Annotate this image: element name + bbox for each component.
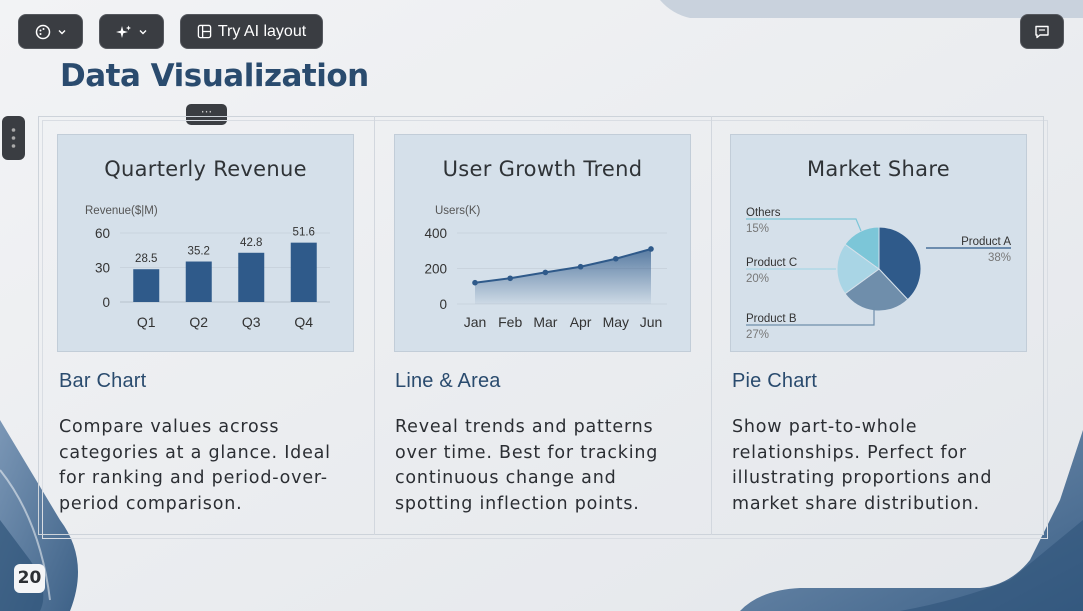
column-heading: Pie Chart (732, 370, 818, 392)
theme-button[interactable] (18, 14, 83, 49)
drag-handle[interactable] (2, 116, 25, 160)
pie-slice (836, 243, 880, 295)
palette-icon (35, 24, 51, 40)
comment-button[interactable] (1020, 14, 1064, 49)
ai-button[interactable] (99, 14, 164, 49)
x-tick-label: Q3 (242, 314, 261, 330)
column-divider (711, 116, 712, 535)
bar (238, 252, 265, 302)
chart-title: Market Share (806, 157, 951, 181)
chart-title: User Growth Trend (442, 157, 643, 181)
column-description: Show part-to-whole relationships. Perfec… (732, 417, 993, 514)
content-frame (38, 116, 1044, 535)
series-line (474, 248, 652, 284)
slice-name-label: Product B (746, 313, 797, 325)
column-heading: Bar Chart (59, 370, 147, 392)
slice-name-label: Product A (961, 236, 1011, 248)
layout-icon (197, 24, 212, 39)
y-axis-label: Revenue($|M) (85, 205, 158, 217)
leader-line (746, 307, 875, 326)
column-heading: Line & Area (395, 370, 501, 392)
block-menu-handle[interactable]: ··· (186, 104, 227, 125)
chevron-down-icon (57, 27, 67, 37)
pie-chart: Product A 38% Product B 27% Product C 20% Othe… (746, 207, 1011, 341)
slice-name-label: Others (746, 207, 781, 219)
pie-slice (844, 226, 880, 270)
try-ai-layout-label: Try AI layout (217, 22, 307, 40)
line-chart-card[interactable]: User Growth Trend Users(K) 0 200 400 Jan Feb M… (394, 134, 691, 352)
data-label: 51.6 (293, 227, 315, 239)
data-point (648, 246, 654, 252)
x-tick-label: Q4 (294, 314, 313, 330)
y-tick-label: 60 (95, 226, 110, 241)
data-point (507, 275, 513, 282)
pie-slice (844, 268, 909, 312)
chevron-down-icon (138, 27, 148, 37)
data-point (613, 255, 619, 262)
comment-icon (1034, 24, 1050, 40)
data-label: 35.2 (188, 246, 210, 258)
y-tick-label: 400 (424, 226, 447, 241)
slice-percent-label: 38% (988, 252, 1011, 264)
data-label: 42.8 (240, 237, 262, 249)
bar-chart-card[interactable]: Quarterly Revenue Revenue($|M) 0 30 60 28.5 Q… (57, 134, 354, 352)
data-point (542, 269, 549, 276)
slice-percent-label: 27% (746, 329, 769, 341)
x-tick-label: Feb (498, 314, 522, 330)
chart-title: Quarterly Revenue (104, 157, 307, 181)
y-tick-label: 0 (102, 295, 110, 310)
column-description: Reveal trends and patterns over time. Be… (395, 417, 659, 514)
try-ai-layout-button[interactable]: Try AI layout (180, 14, 323, 49)
data-point (472, 279, 478, 286)
content-frame-shadow (42, 120, 1048, 539)
page-number: 20 (14, 564, 45, 593)
pie-slice (878, 226, 922, 301)
area-chart: Users(K) 0 200 400 Jan Feb Mar Apr May Jun (424, 205, 667, 330)
column-description: Compare values across categories at a gl… (59, 417, 331, 514)
x-tick-label: Apr (570, 314, 592, 330)
x-tick-label: Jan (464, 314, 487, 330)
sparkle-icon (115, 24, 132, 40)
column-divider (374, 116, 375, 535)
data-point (577, 263, 584, 270)
slice-percent-label: 20% (746, 273, 769, 285)
bar (290, 242, 317, 302)
x-tick-label: Q1 (137, 314, 156, 330)
x-tick-label: Q2 (189, 314, 208, 330)
x-tick-label: Mar (533, 314, 557, 330)
x-tick-label: May (603, 314, 629, 330)
bar (185, 261, 212, 302)
page-title: Data Visualization (60, 58, 369, 94)
x-tick-label: Jun (640, 314, 663, 330)
slice-percent-label: 15% (746, 223, 769, 235)
y-tick-label: 30 (95, 261, 110, 276)
area-fill (475, 248, 651, 304)
y-tick-label: 0 (439, 297, 447, 312)
leader-line (746, 218, 862, 232)
y-axis-label: Users(K) (435, 205, 481, 217)
data-label: 28.5 (135, 253, 157, 265)
y-tick-label: 200 (424, 262, 447, 277)
slice-name-label: Product C (746, 257, 797, 269)
bar (133, 269, 160, 302)
bar-chart: Revenue($|M) 0 30 60 28.5 Q1 35.2 Q2 42.8 Q3 51.6 Q… (85, 205, 330, 330)
pie-chart-card[interactable]: Market Share Product A 38% Product B 27% Pro… (730, 134, 1027, 352)
